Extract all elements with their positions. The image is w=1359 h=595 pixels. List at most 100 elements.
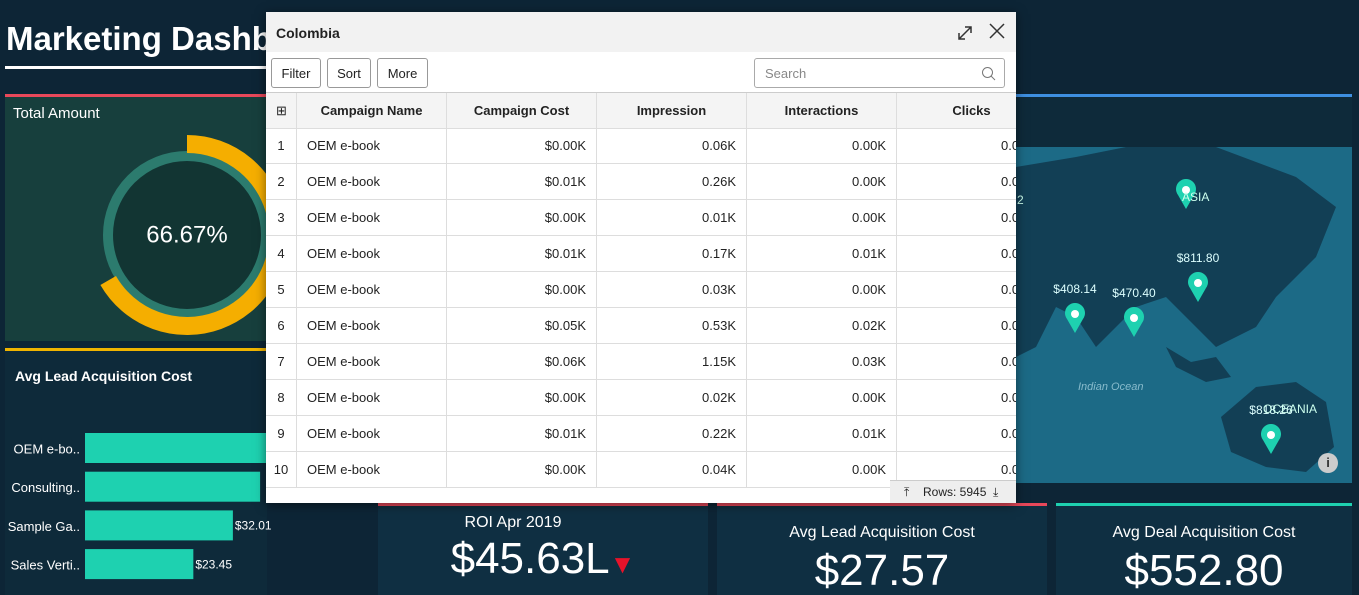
map-label: 2 [1017,193,1024,207]
table-cell: $0.00K [447,200,597,236]
marker-label: $470.40 [1112,286,1156,300]
column-header: Impression [597,93,747,129]
expand-icon[interactable] [958,26,972,40]
bar-chart: OEM e-bo.. Consulting.. Sample Ga.. $32.01 S… [8,433,293,580]
table-cell: OEM e-book [297,236,447,272]
table-cell: OEM e-book [297,416,447,452]
lead-cost-panel: Avg Lead Acquisition Cost [5,348,267,595]
row-number: 1 [266,128,297,164]
kpi-card: ROI Apr 2019 $45.63L▼ [378,503,708,595]
table-cell: 0.0 [897,308,1016,344]
row-number: 6 [266,308,297,344]
table-cell: $0.05K [447,308,597,344]
column-header: Campaign Name [297,93,447,129]
title-underline [5,66,270,69]
more-button[interactable]: More [377,58,428,88]
table-cell: 0.0 [897,344,1016,380]
table-cell: 0.00K [747,452,897,488]
modal-controls [958,23,1005,40]
table-cell: OEM e-book [297,272,447,308]
table-cell: OEM e-book [297,128,447,164]
info-icon[interactable]: i [1318,453,1338,473]
column-header: Interactions [747,93,897,129]
row-count: Rows: 5945 [923,485,987,499]
table-cell: 0.53K [597,308,747,344]
modal-header [266,12,1016,52]
donut-chart: 66.67% [100,135,267,335]
table-cell: 0.02K [597,380,747,416]
column-header: Campaign Cost [447,93,597,129]
table-cell: $0.01K [447,164,597,200]
table-cell: OEM e-book [297,452,447,488]
search-input[interactable]: Search [754,58,1005,88]
kpi-value: $45.63L [450,534,610,583]
table-cell: $0.06K [447,344,597,380]
table-cell: 0.02K [747,308,897,344]
table-cell: OEM e-book [297,308,447,344]
kpi-value: $27.57 [814,546,950,595]
close-icon[interactable] [989,23,1005,39]
table-cell: 0.0 [897,236,1016,272]
column-header: Clicks [897,93,1016,129]
sort-button[interactable]: Sort [327,58,371,88]
table-cell: 0.01K [597,200,747,236]
map: $408.14 $470.40 $811.80 $818.26 [1016,147,1352,483]
bar [85,549,194,580]
marker-label: $818.26 [1249,403,1293,417]
table-cell: 0.17K [597,236,747,272]
table-cell: $0.01K [447,416,597,452]
kpi-card: Avg Lead Acquisition Cost $27.57 [717,503,1047,595]
table-footer: ⤒ Rows: 5945 ⤓ [890,480,1016,503]
row-number: 2 [266,164,297,200]
kpi-value: $552.80 [1124,546,1284,595]
table-cell: 0.0 [897,380,1016,416]
map-pin-dot [1194,279,1202,287]
modal-title: Colombia [276,25,340,41]
table-cell: 0.26K [597,164,747,200]
data-label: $32.01 [235,519,272,533]
marker-label: $408.14 [1053,282,1097,296]
table-cell: 0.00K [747,128,897,164]
search-placeholder: Search [765,66,807,81]
table-cell: 0.0 [897,416,1016,452]
table-cell: OEM e-book [297,200,447,236]
table-cell: 0.04K [597,452,747,488]
map-pin-dot [1071,310,1079,318]
row-number: 3 [266,200,297,236]
table-cell: 0.00K [747,380,897,416]
land [1016,147,1336,357]
table-cell: 0.00K [747,164,897,200]
table-cell: $0.00K [447,380,597,416]
table-cell: 0.22K [597,416,747,452]
row-number: 8 [266,380,297,416]
table-cell: 0.00K [747,272,897,308]
table-cell: 1.15K [597,344,747,380]
data-label: $23.45 [195,557,232,571]
table-cell: 0.00K [747,200,897,236]
table-cell: 0.03K [747,344,897,380]
map-pin-dot [1267,431,1275,439]
table-cell: 0.01K [747,416,897,452]
total-amount-panel: Total Amount 66.67% [5,94,267,341]
search-icon [982,67,996,81]
table-cell: $0.00K [447,452,597,488]
table-cell: 0.01K [747,236,897,272]
table-cell: $0.00K [447,128,597,164]
map-panel: $408.14 $470.40 $811.80 $818.26 2 ASIA OCEA… [1016,94,1352,483]
table-cell: 0.06K [597,128,747,164]
up-icon[interactable]: ⤒ [904,485,910,499]
map-pin-dot [1130,314,1138,322]
filter-button[interactable]: Filter [271,58,321,88]
table-cell: 0.0 [897,128,1016,164]
table-cell: 0.0 [897,164,1016,200]
map-pin-dot [1182,186,1190,194]
down-icon[interactable]: ⤓ [993,485,999,499]
land [1166,347,1231,382]
row-number: 9 [266,416,297,452]
y-tick-label: Sales Verti.. [11,558,80,573]
ocean-label: Indian Ocean [1078,381,1144,393]
donut-label: 66.67% [146,221,227,248]
table-cell: $0.01K [447,236,597,272]
donut-arc [100,135,267,335]
y-tick-label: OEM e-bo.. [14,441,80,456]
